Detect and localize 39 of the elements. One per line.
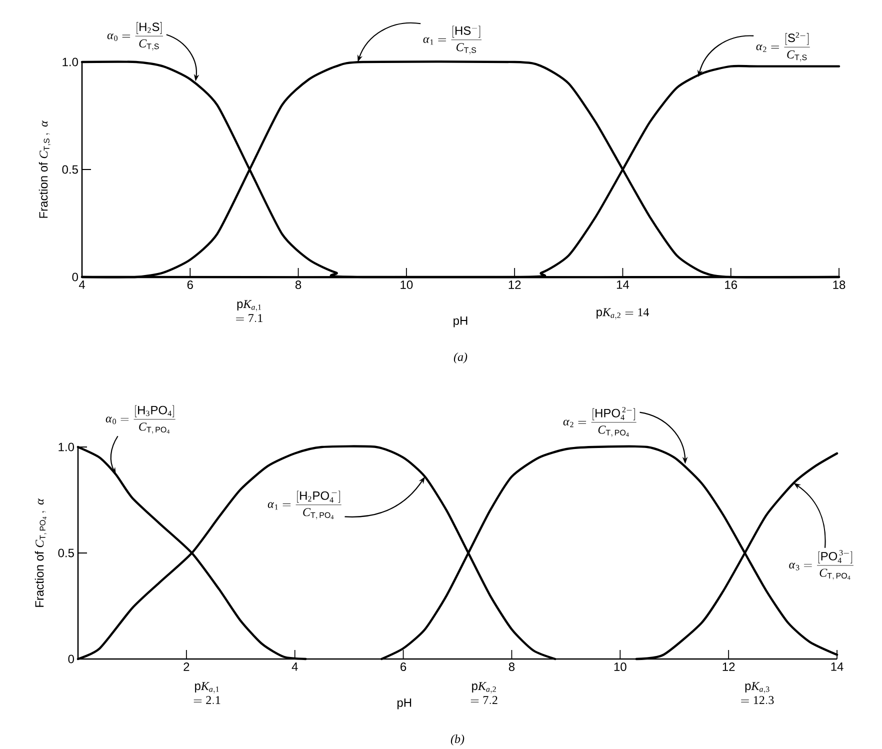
text: $\begin{array}{c}\mathrm{p}K_{a,1}\\ = 2.1\end{array}$ <box>194 682 220 704</box>
x-tick-label: 12 <box>508 280 521 289</box>
x-tick-label: 8 <box>295 280 302 290</box>
y-tick-label: 1.0 <box>62 58 78 66</box>
annotation: $\alpha_3 = \frac{[\mathrm{PO_4^{\,3-}}]}{C_{\mathrm{T,\,PO_4}}}$ <box>789 550 854 580</box>
y-tick-label: 1.0 <box>58 442 74 452</box>
text: $\begin{array}{c}\mathrm{p}K_{a,2}\\ = 7.2\end{array}$ <box>470 682 498 704</box>
annotation: $\alpha_1 = \frac{[\mathrm{H_2PO_4^{\,-}}]}{C_{\mathrm{T,\,PO_4}}}$ <box>268 490 342 520</box>
y-tick-label: 0 <box>68 654 74 664</box>
annotation: $\alpha_2 = \frac{[\mathrm{S^{2-}}]}{C_{\mathrm{T,S}}}$ <box>756 32 810 62</box>
text: (a) <box>454 352 468 364</box>
y-tick-label: 0.5 <box>58 548 74 558</box>
x-tick-label: 16 <box>725 280 738 290</box>
x-axis-title: pH <box>454 316 468 328</box>
x-tick-label: 8 <box>508 662 515 672</box>
text: $\begin{array}{c}\mathrm{p}K_{a,1}\\ = 7.1\end{array}$ <box>236 300 262 322</box>
x-tick-label: 4 <box>78 280 85 289</box>
x-tick-label: 14 <box>831 662 844 671</box>
text: (b) <box>450 734 464 746</box>
annotation: $\alpha_1 = \frac{[\mathrm{HS^{-}}]}{C_{\mathrm{T,S}}}$ <box>423 26 482 54</box>
y-tick-label: 0 <box>72 272 78 282</box>
x-tick-label: 10 <box>614 662 626 672</box>
x-tick-label: 10 <box>400 280 413 290</box>
x-tick-label: 6 <box>187 280 193 290</box>
x-tick-label: 6 <box>400 662 406 672</box>
text: $\begin{array}{c}\mathrm{p}K_{a,3}\\ = 12.3\end{array}$ <box>741 682 774 704</box>
x-tick-label: 4 <box>292 662 298 671</box>
x-tick-label: 12 <box>722 662 735 671</box>
y-axis-title: $\mathrm{Fraction\ of}\ C_{\mathrm{T,S}}\,,\ \alpha$ <box>38 120 51 218</box>
annotation: $\alpha_0 = \frac{[\mathrm{H_3PO_4}]}{C_{\mathrm{T,\,PO_4}}}$ <box>106 405 176 434</box>
x-tick-label: 2 <box>184 662 190 671</box>
annotation: $\alpha_2 = \frac{[\mathrm{HPO_4^{\,2-}}]}{C_{\mathrm{T,\,PO_4}}}$ <box>563 406 636 437</box>
x-tick-label: 18 <box>833 280 846 290</box>
y-axis-title: $\mathrm{Fraction\ of}\ C_{\mathrm{T,\,PO_4}}\,,\ \alpha$ <box>34 498 47 607</box>
x-axis-title: pH <box>397 698 412 710</box>
x-tick-label: 14 <box>616 280 630 289</box>
annotation: $\alpha_0 = \frac{[\mathrm{H_2S}]}{C_{\mathrm{T,S}}}$ <box>107 22 164 51</box>
y-tick-label: 0.5 <box>62 165 78 174</box>
text: $\mathrm{p}K_{a,2} = 14$ <box>596 308 649 320</box>
